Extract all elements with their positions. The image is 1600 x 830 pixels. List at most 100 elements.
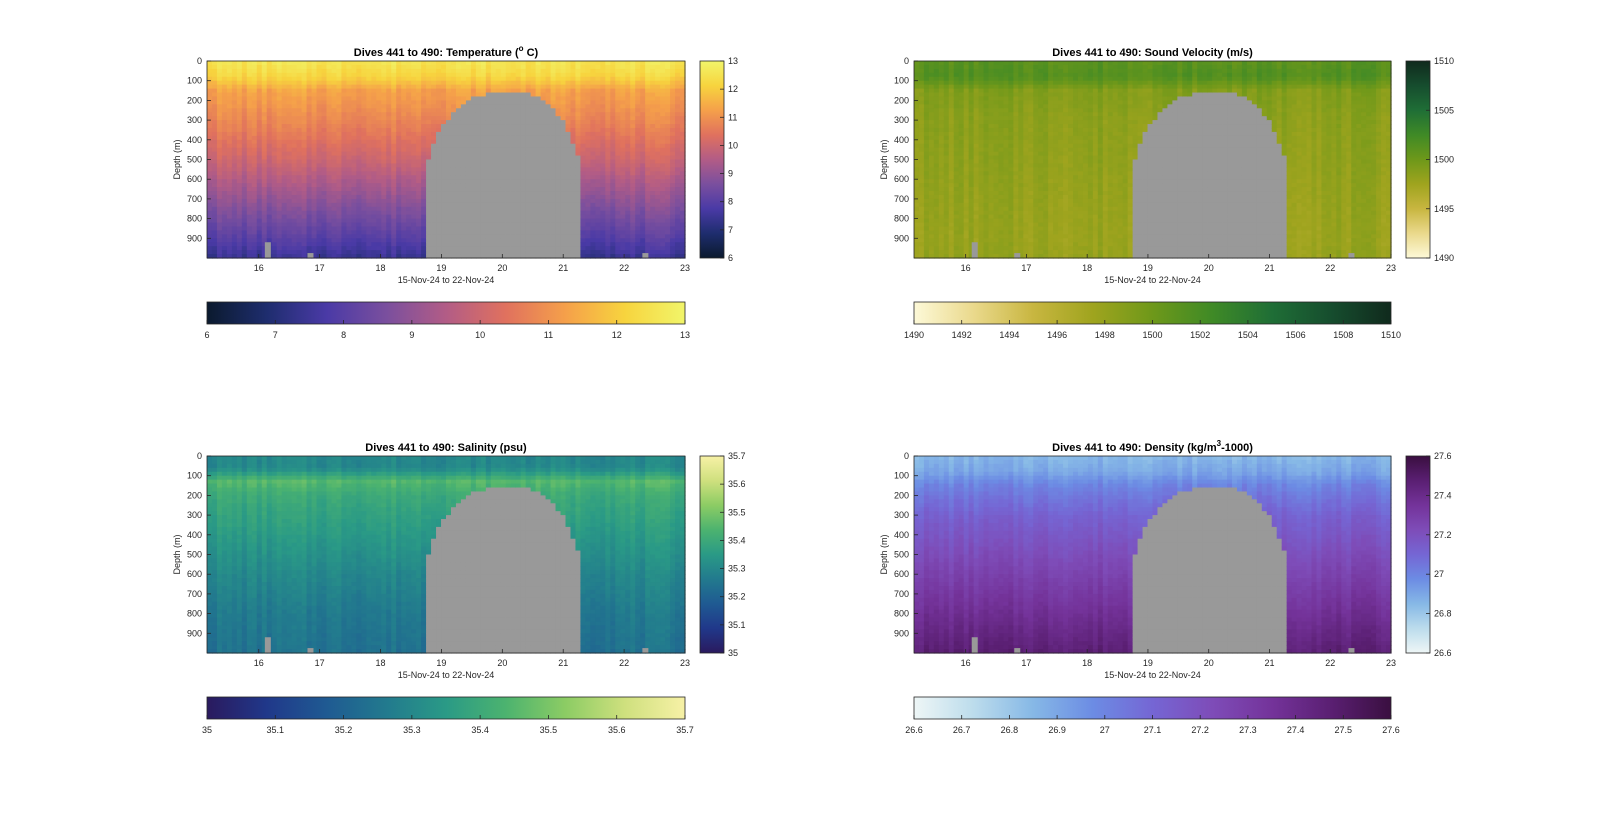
heatmap-cell [550,100,557,105]
heatmap-cell [575,230,582,235]
heatmap-cell [396,171,402,176]
heatmap-cell [371,139,377,145]
heatmap-cell [495,226,502,232]
heatmap-cell [595,179,601,184]
heatmap-cell [480,104,487,109]
heatmap-cell [436,179,442,184]
heatmap-cell [261,187,268,192]
hcolorbar-tick-label: 12 [612,330,622,340]
heatmap-cell [431,108,437,113]
heatmap-cell [510,76,517,82]
heatmap-cell [326,179,333,184]
heatmap-cell [505,167,512,172]
heatmap-cell [391,143,397,149]
heatmap-cell [645,171,651,176]
heatmap-cell [416,191,422,196]
heatmap-cell [276,202,283,208]
heatmap-cell [535,127,542,133]
heatmap-cell [226,214,233,220]
heatmap-cell [680,214,686,220]
heatmap-cell [241,72,248,78]
heatmap-cell [675,112,681,117]
heatmap-cell [316,171,323,176]
heatmap-cell [520,155,527,161]
heatmap-cell [625,179,631,184]
heatmap-cell [560,206,567,212]
heatmap-cell [351,116,357,121]
heatmap-cell [366,250,372,255]
heatmap-cell [236,72,243,78]
heatmap-cell [241,61,248,66]
heatmap-cell [296,202,303,208]
heatmap-cell [580,222,587,228]
heatmap-cell [495,202,502,208]
heatmap-cell [500,250,507,255]
heatmap-cell [525,222,532,228]
colorbar-tick-label: 9 [728,169,733,179]
heatmap-cell [460,96,467,101]
heatmap-cell [923,61,930,66]
heatmap-cell [545,108,552,113]
heatmap-cell [475,112,482,117]
heatmap-cell [530,163,537,168]
heatmap-cell [505,254,512,259]
heatmap-cell [530,92,537,98]
heatmap-cell [221,179,228,184]
heatmap-cell [540,135,547,141]
heatmap-cell [540,250,547,255]
heatmap-cell [645,222,651,228]
heatmap-cell [346,112,352,117]
heatmap-cell [580,112,587,117]
heatmap-cell [605,194,611,200]
heatmap-cell [336,175,343,180]
heatmap-cell [580,135,587,141]
heatmap-cell [660,246,666,251]
heatmap-cell [341,214,348,220]
heatmap-cell [256,64,263,70]
heatmap-cell [470,100,477,105]
heatmap-cell [301,191,308,196]
heatmap-cell [261,88,268,94]
heatmap-cell [485,242,492,247]
heatmap-cell [630,61,636,66]
heatmap-cell [271,191,278,196]
heatmap-cell [620,214,626,220]
heatmap-cell [460,163,467,168]
heatmap-cell [341,206,348,212]
heatmap-cell [650,198,656,204]
heatmap-cell [680,68,686,74]
heatmap-cell [560,175,567,180]
heatmap-cell [590,116,596,121]
heatmap-cell [680,96,686,101]
heatmap-cell [640,120,646,125]
heatmap-cell [416,112,422,117]
heatmap-cell [650,214,656,220]
heatmap-cell [261,147,268,153]
heatmap-cell [675,214,681,220]
heatmap-cell [341,124,348,129]
heatmap-cell [366,226,372,232]
heatmap-cell [446,108,452,113]
heatmap-cell [256,72,263,78]
heatmap-cell [371,127,377,133]
heatmap-cell [411,68,417,74]
heatmap-cell [336,124,343,129]
heatmap-cell [580,100,587,105]
heatmap-cell [660,179,666,184]
heatmap-cell [446,72,452,78]
heatmap-cell [336,64,343,70]
heatmap-cell [555,143,562,149]
heatmap-cell [351,226,357,232]
heatmap-cell [291,147,298,153]
heatmap-cell [266,84,273,90]
heatmap-cell [281,127,288,133]
heatmap-cell [505,163,512,168]
heatmap-cell [376,131,382,137]
heatmap-cell [585,61,591,66]
heatmap-cell [391,171,397,176]
heatmap-cell [475,120,482,125]
heatmap-cell [535,131,542,137]
heatmap-cell [331,226,338,232]
heatmap-cell [371,222,377,228]
heatmap-cell [356,254,362,259]
